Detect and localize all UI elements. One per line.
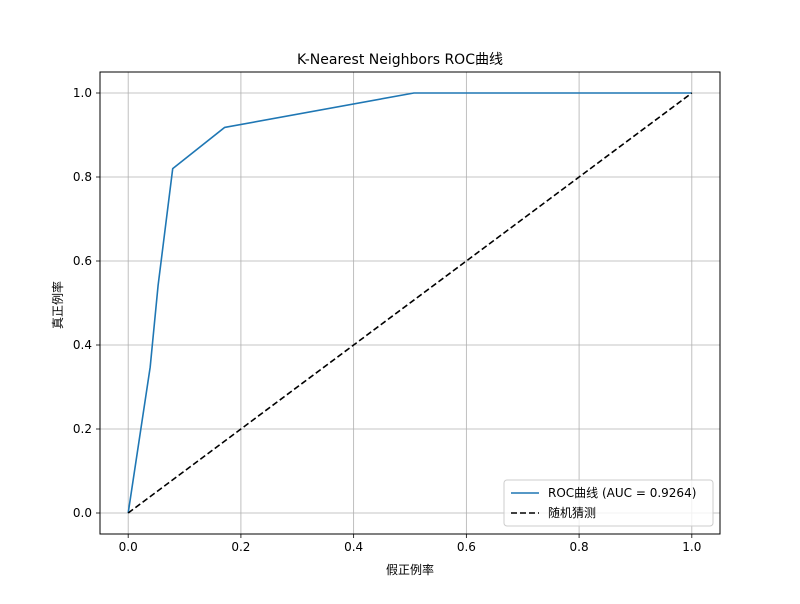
series-layer <box>127 92 693 514</box>
legend: ROC曲线 (AUC = 0.9264) 随机猜测 <box>503 479 714 527</box>
x-tick-label: 0.8 <box>570 540 589 554</box>
legend-label: ROC曲线 (AUC = 0.9264) <box>548 486 696 500</box>
x-axis-label: 假正例率 <box>386 562 434 577</box>
roc-curve-line <box>127 92 692 514</box>
y-tick-label: 0.8 <box>73 170 92 184</box>
grid-layer <box>100 72 720 534</box>
y-axis-label: 真正例率 <box>50 281 65 329</box>
y-tick-label: 1.0 <box>73 86 92 100</box>
x-tick-label: 0.4 <box>344 540 363 554</box>
chart-title: K-Nearest Neighbors ROC曲线 <box>297 52 503 68</box>
x-tick-label: 0.0 <box>119 540 138 554</box>
y-tick-label: 0.0 <box>73 506 92 520</box>
y-tick-label: 0.6 <box>73 254 92 268</box>
x-tick-label: 1.0 <box>682 540 701 554</box>
ticks-layer: 0.0 0.2 0.4 0.6 0.8 1.0 0.0 0.2 0.4 0.6 0.8 1.0 <box>73 86 701 554</box>
plot-frame <box>99 71 721 535</box>
x-tick-label: 0.6 <box>457 540 476 554</box>
y-tick-label: 0.2 <box>73 422 92 436</box>
legend-box <box>503 479 714 527</box>
random-guess-line <box>127 92 693 514</box>
x-tick-label: 0.2 <box>231 540 250 554</box>
y-tick-label: 0.4 <box>73 338 92 352</box>
legend-label: 随机猜测 <box>548 505 596 520</box>
